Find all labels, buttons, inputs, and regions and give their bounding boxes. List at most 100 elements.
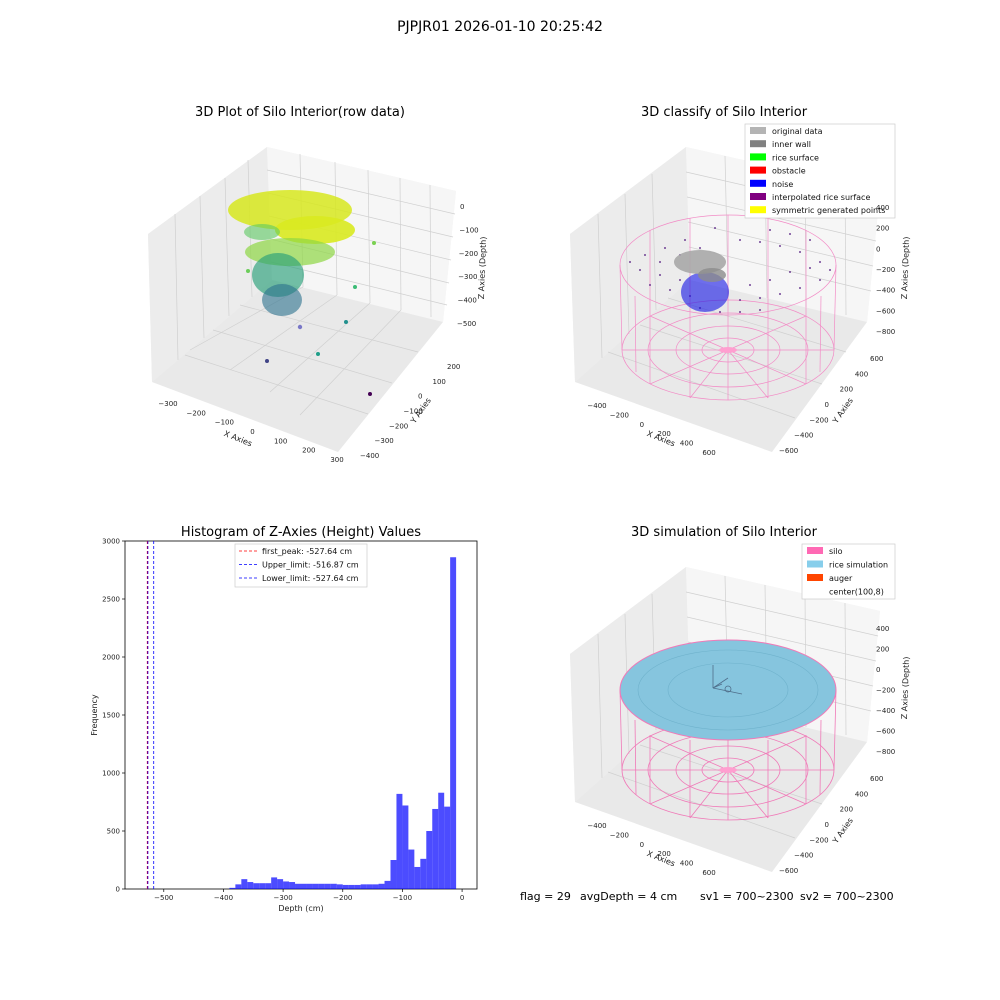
histogram-bar [378, 883, 385, 889]
panel-histogram: Histogram of Z-Axies (Height) Values −50… [90, 525, 478, 913]
avg-depth-value: avgDepth = 4 cm [580, 890, 677, 903]
histogram-bar [295, 883, 301, 889]
figure-title: PJPJR01 2026-01-10 20:25:42 [397, 19, 603, 35]
histogram-bar [247, 882, 254, 889]
y-tick-label: 500 [107, 828, 120, 836]
tick-label: 600 [870, 775, 883, 783]
x-tick-label: 0 [460, 894, 464, 902]
tick-label: −100 [404, 408, 423, 416]
inner-wall-points [674, 250, 726, 274]
y-axis-label: Frequency [90, 694, 99, 736]
tick-label: −200 [809, 416, 828, 424]
histogram-bar [259, 883, 266, 889]
legend-label: rice surface [772, 153, 819, 162]
legend-swatch [807, 560, 823, 568]
legend-swatch [750, 127, 766, 134]
legend-swatch [750, 206, 766, 214]
tick-label: −200 [459, 250, 478, 258]
legend-swatch [750, 193, 766, 200]
tick-label: −400 [876, 287, 895, 295]
axis-ticks: −500 −400 −300 −200 −100 0 0 500 1000 1500 2000 250… [102, 538, 464, 903]
tick-label: −100 [459, 226, 478, 234]
x-tick-label: −500 [154, 894, 173, 902]
tick-label: −600 [779, 447, 798, 455]
tick-label: 200 [840, 806, 853, 814]
tick-label: 0 [825, 821, 829, 829]
histogram-bar [283, 881, 290, 889]
legend-label: auger [829, 574, 853, 583]
tick-label: −400 [876, 707, 895, 715]
histogram-bar [444, 806, 451, 889]
tick-label: 0 [460, 203, 464, 211]
histogram-bar [324, 883, 331, 889]
auger-center [719, 347, 737, 353]
tick-label: −800 [876, 328, 895, 336]
tick-label: 200 [876, 225, 889, 233]
status-footer: flag = 29 avgDepth = 4 cm sv1 = 700~2300… [520, 890, 894, 903]
tick-label: 0 [640, 841, 644, 849]
tick-label: 200 [447, 363, 460, 371]
tick-label: −400 [458, 297, 477, 305]
histogram-bar [271, 877, 278, 889]
tick-label: 0 [250, 428, 254, 436]
x-tick-label: −300 [273, 894, 292, 902]
histogram-bar [318, 883, 325, 889]
tick-label: 100 [433, 378, 446, 386]
tick-label: −100 [215, 419, 234, 427]
histogram-bar [229, 887, 236, 889]
histogram-bar [235, 884, 242, 889]
noise-points [681, 272, 729, 312]
tick-label: 0 [418, 393, 422, 401]
histogram-bar [366, 884, 373, 889]
tick-label: 200 [658, 430, 671, 438]
y-tick-label: 1500 [102, 712, 120, 720]
histogram-bar [372, 884, 379, 889]
histogram-bar [342, 884, 349, 889]
tick-label: −400 [794, 432, 813, 440]
histogram-bar [438, 792, 445, 889]
legend-label: obstacle [772, 167, 806, 176]
histogram-bar [402, 805, 409, 889]
histogram-bar [414, 866, 421, 889]
histogram-bar [354, 884, 361, 889]
histogram-bar [265, 883, 272, 889]
legend-label: rice simulation [829, 561, 888, 570]
tick-label: 100 [274, 437, 287, 445]
histogram-bar [390, 860, 397, 889]
legend-swatch [807, 574, 823, 581]
interpolated-surface-dots [629, 227, 831, 313]
y-axis-label: Y Axies [830, 396, 855, 426]
tick-label: −400 [794, 852, 813, 860]
histogram-bar [306, 883, 313, 889]
y-tick-label: 2000 [102, 654, 120, 662]
legend-label: interpolated rice surface [772, 193, 870, 202]
axes-pane-floor [152, 280, 443, 452]
legend-swatch [750, 153, 766, 161]
x-axis-label: X Axies [223, 429, 254, 448]
tick-label: −200 [187, 409, 206, 417]
panel-title: 3D classify of Silo Interior [641, 105, 808, 120]
histogram-bar [450, 557, 457, 889]
histogram-bar [330, 883, 337, 889]
legend: original data inner wall rice surface obsta… [744, 123, 896, 219]
tick-label: 0 [876, 245, 880, 253]
legend-swatch [750, 179, 766, 187]
panel-title: 3D Plot of Silo Interior(row data) [195, 105, 405, 120]
histogram-bar [426, 831, 433, 889]
legend-label: first_peak: -527.64 cm [262, 547, 352, 556]
z-axis-label: Z Axies (Depth) [900, 656, 911, 719]
tick-label: 600 [870, 355, 883, 363]
axes-pane-back [267, 147, 456, 322]
rice-simulation-surface [619, 639, 837, 741]
legend: first_peak: -527.64 cm Upper_limit: -516.… [234, 543, 368, 588]
panel-classify-3d: 3D classify of Silo Interior [570, 105, 896, 452]
legend-swatch [750, 140, 766, 148]
tick-label: 400 [876, 204, 889, 212]
panel-title: 3D simulation of Silo Interior [631, 525, 818, 540]
tick-label: −400 [587, 822, 606, 830]
tick-label: 400 [876, 625, 889, 633]
histogram-bar [312, 883, 319, 889]
legend-label: original data [772, 127, 823, 136]
histogram-bar [420, 858, 427, 889]
